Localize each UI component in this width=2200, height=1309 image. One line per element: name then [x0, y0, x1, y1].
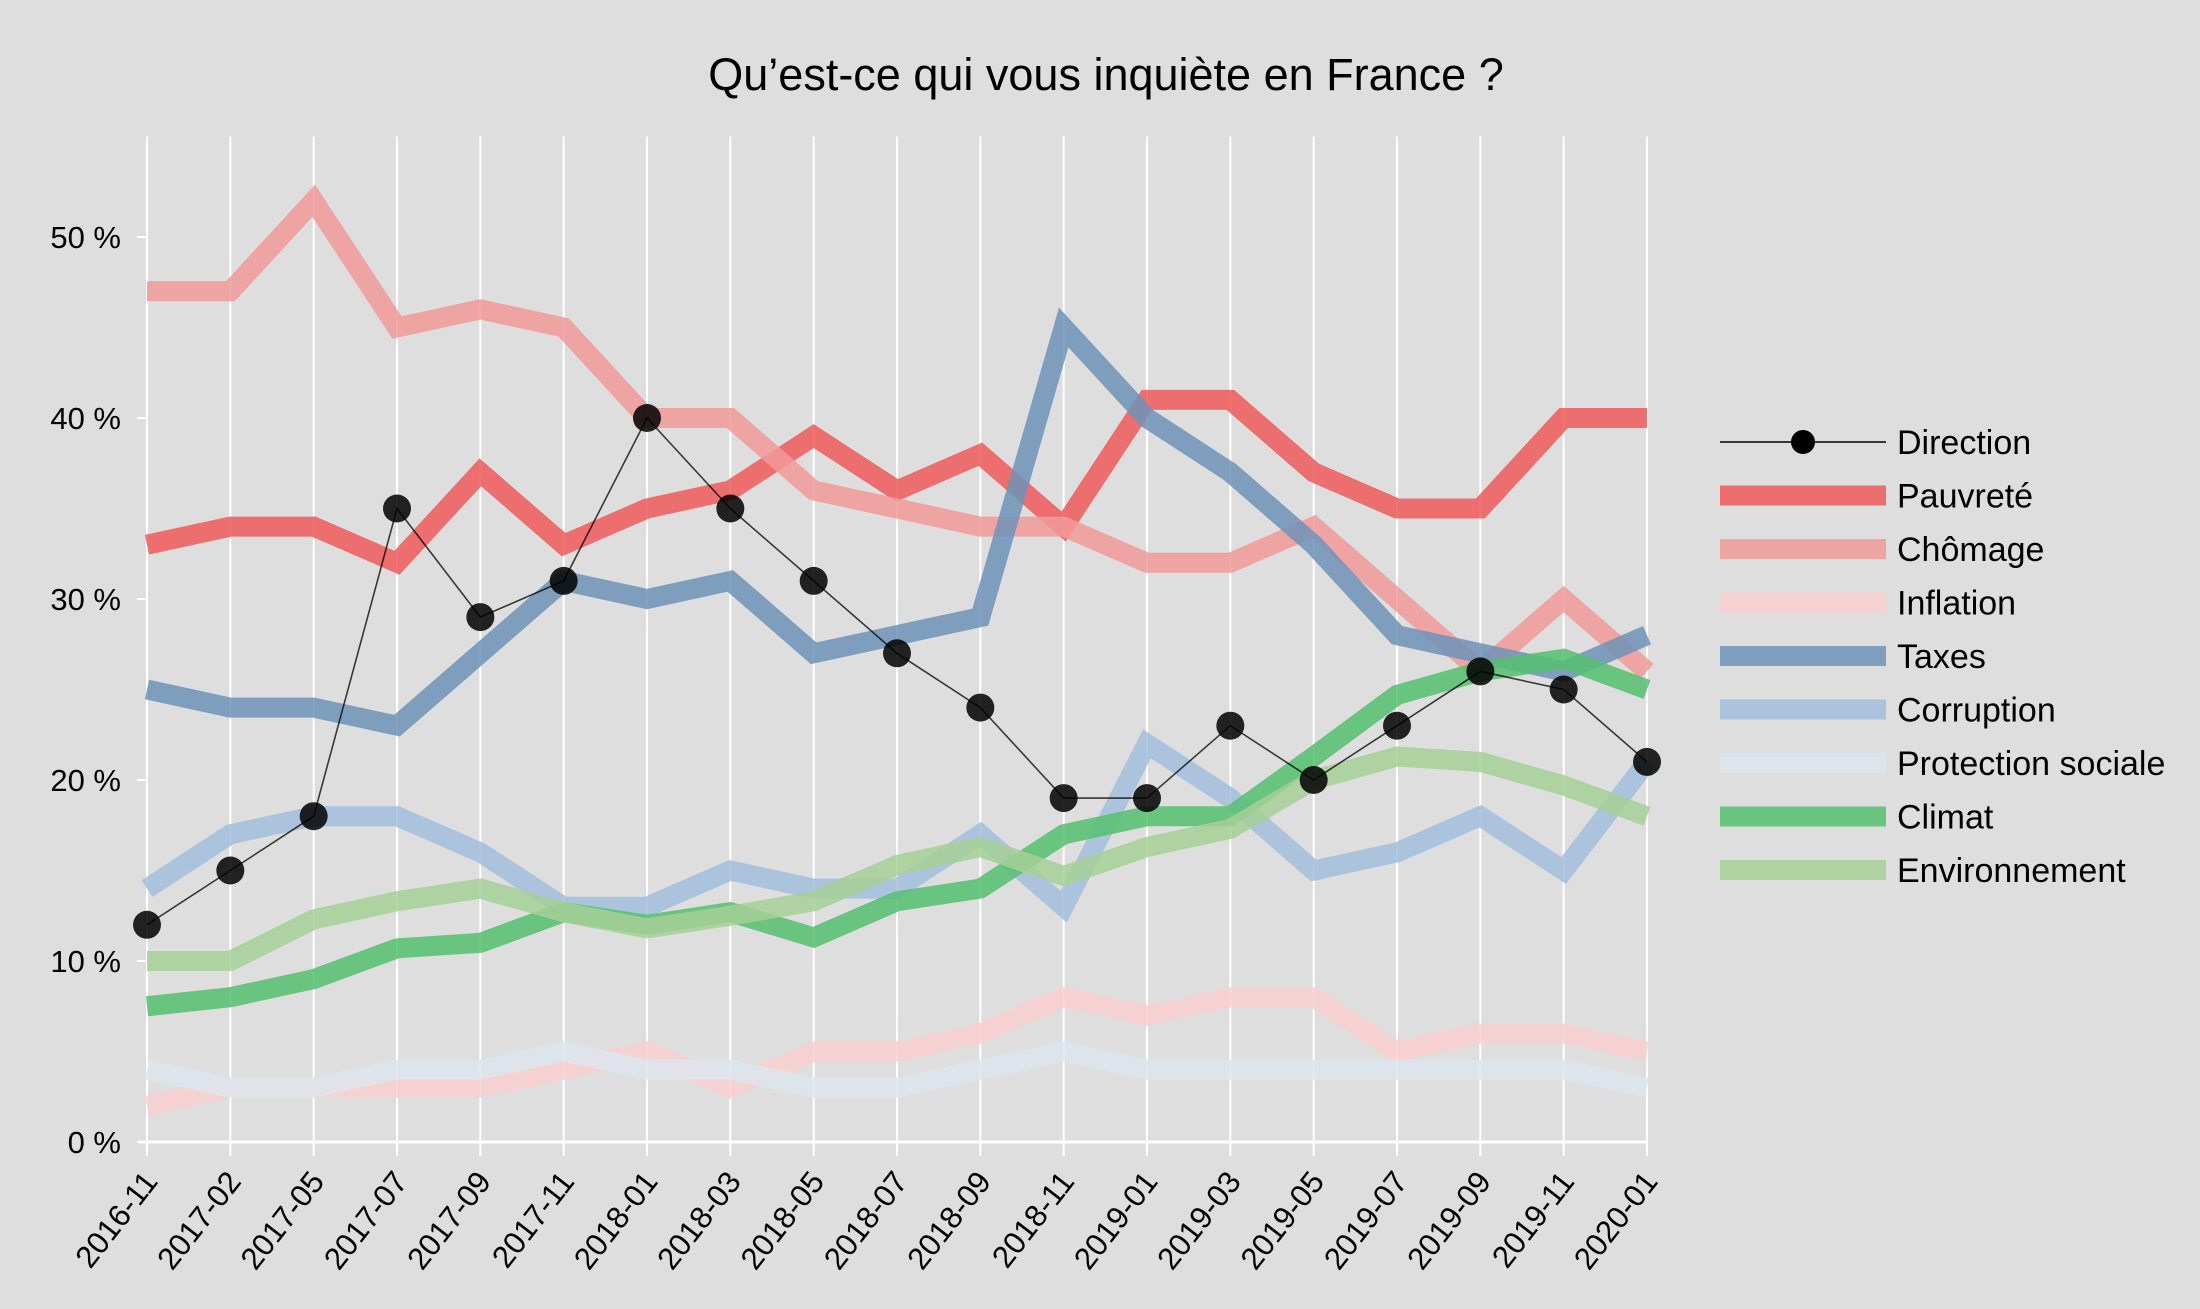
legend-label: Corruption [1897, 692, 2056, 730]
series-line-pauvrete [144, 389, 1647, 575]
legend-item-corruption: Corruption [1720, 692, 2056, 730]
series-direction [133, 404, 1661, 939]
x-tick-label: 2019-11 [1485, 1165, 1581, 1274]
legend-item-taxes: Taxes [1720, 638, 1986, 676]
chart-title: Qu’est-ce qui vous inquiète en France ? [708, 49, 1503, 100]
series-protection-sociale [144, 1041, 1650, 1098]
series-line-inflation [144, 986, 1650, 1116]
x-tick-label: 2020-01 [1567, 1165, 1665, 1276]
data-point [1383, 711, 1411, 740]
data-point [383, 494, 411, 523]
y-tick-label: 40 % [50, 401, 121, 436]
data-point [799, 566, 828, 595]
data-point [1299, 766, 1328, 794]
legend-item-climat: Climat [1720, 799, 1994, 837]
legend-label: Direction [1897, 424, 2031, 462]
legend-label: Chômage [1897, 531, 2044, 569]
series-line-climat [145, 648, 1651, 1017]
legend-label: Inflation [1897, 585, 2016, 623]
legend: Direction Pauvreté Chômage Inflation Taxes Co… [1720, 424, 2165, 890]
series-line-taxes [144, 307, 1651, 737]
x-tick-label: 2019-03 [1150, 1165, 1248, 1276]
x-tick-label: 2017-09 [400, 1165, 498, 1276]
series-inflation [144, 986, 1650, 1116]
series-environnement [147, 746, 1651, 971]
series-line-protection-sociale [144, 1041, 1650, 1098]
legend-item-pauvrete: Pauvreté [1720, 478, 2033, 516]
series-line-corruption [141, 729, 1655, 923]
x-tick-label: 2018-09 [900, 1165, 998, 1276]
y-tick-label: 0 % [68, 1125, 121, 1160]
y-tick-label: 10 % [50, 944, 121, 979]
legend-item-inflation: Inflation [1720, 585, 2016, 623]
data-point [466, 603, 495, 632]
series-line-chomage [147, 184, 1654, 685]
x-tick-label: 2017-05 [234, 1165, 332, 1276]
data-point [1133, 784, 1161, 813]
x-tick-label: 2017-07 [317, 1165, 415, 1276]
data-point [966, 693, 995, 722]
data-point [716, 494, 745, 523]
x-tick-label: 2017-02 [150, 1165, 248, 1276]
legend-item-chomage: Chômage [1720, 531, 2044, 569]
legend-item-protection-sociale: Protection sociale [1720, 745, 2165, 783]
data-point [133, 910, 161, 939]
x-tick-label: 2019-07 [1317, 1165, 1415, 1276]
series-pauvrete [144, 389, 1647, 575]
y-tick-label: 30 % [50, 582, 121, 617]
x-tick-label: 2017-11 [485, 1165, 581, 1274]
data-point [1549, 675, 1578, 704]
legend-label: Environnement [1897, 852, 2126, 890]
series-taxes [144, 307, 1651, 737]
x-tick-label: 2019-05 [1234, 1165, 1332, 1276]
x-axis: 2016-112017-022017-052017-072017-092017-… [68, 1165, 1664, 1276]
y-tick-label: 50 % [50, 220, 121, 255]
x-tick-label: 2018-03 [650, 1165, 748, 1276]
data-point [1049, 784, 1078, 813]
x-tick-label: 2019-01 [1067, 1165, 1165, 1276]
legend-marker [1791, 430, 1815, 454]
series-corruption [141, 729, 1655, 923]
legend-label: Climat [1897, 799, 1994, 837]
data-point [549, 566, 578, 595]
data-point [216, 856, 245, 885]
legend-item-direction: Direction [1720, 424, 2031, 462]
legend-item-environnement: Environnement [1720, 852, 2126, 890]
data-point [883, 639, 911, 668]
data-point [1216, 711, 1245, 740]
x-tick-label: 2018-07 [817, 1165, 915, 1276]
x-tick-label: 2019-09 [1400, 1165, 1498, 1276]
data-point [299, 802, 328, 831]
series-climat [145, 648, 1651, 1017]
data-point [1466, 657, 1495, 686]
y-axis: 0 % 10 % 20 % 30 % 40 % 50 % [50, 220, 1647, 1160]
series-lines [133, 184, 1661, 1116]
legend-label: Taxes [1897, 638, 1986, 676]
data-point [633, 404, 661, 432]
x-tick-label: 2016-11 [68, 1165, 164, 1274]
series-chomage [147, 184, 1654, 685]
x-tick-label: 2018-01 [567, 1165, 665, 1276]
data-point [1633, 747, 1661, 776]
legend-label: Protection sociale [1897, 745, 2165, 783]
y-tick-label: 20 % [50, 763, 121, 798]
series-line-environnement [147, 746, 1651, 971]
legend-label: Pauvreté [1897, 478, 2033, 516]
x-tick-label: 2018-11 [985, 1165, 1081, 1274]
x-tick-label: 2018-05 [734, 1165, 832, 1276]
